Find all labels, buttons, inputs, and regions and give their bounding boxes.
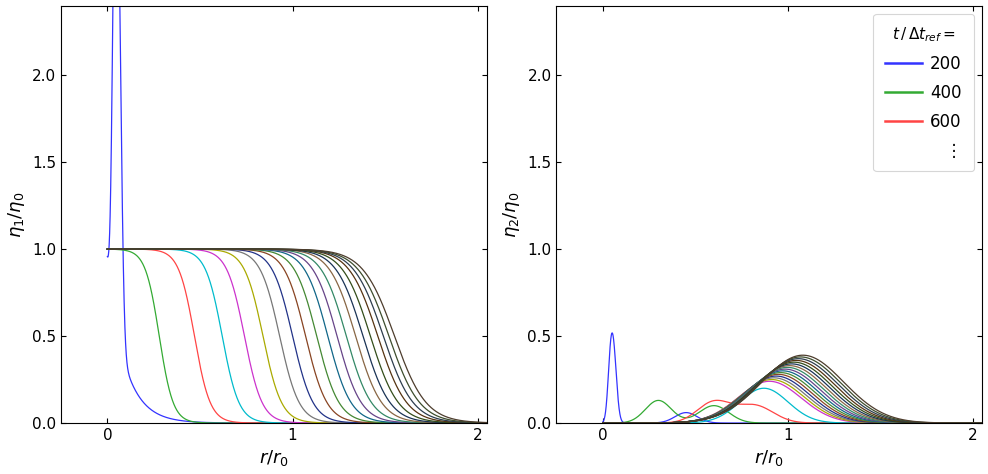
Legend: 200, 400, 600,    ⋮: 200, 400, 600, ⋮ [873,14,974,171]
Y-axis label: $\eta_1 / \eta_0$: $\eta_1 / \eta_0$ [6,191,27,237]
Y-axis label: $\eta_2 / \eta_0$: $\eta_2 / \eta_0$ [501,191,522,237]
X-axis label: $r / r_0$: $r / r_0$ [755,448,784,468]
X-axis label: $r / r_0$: $r / r_0$ [259,448,289,468]
